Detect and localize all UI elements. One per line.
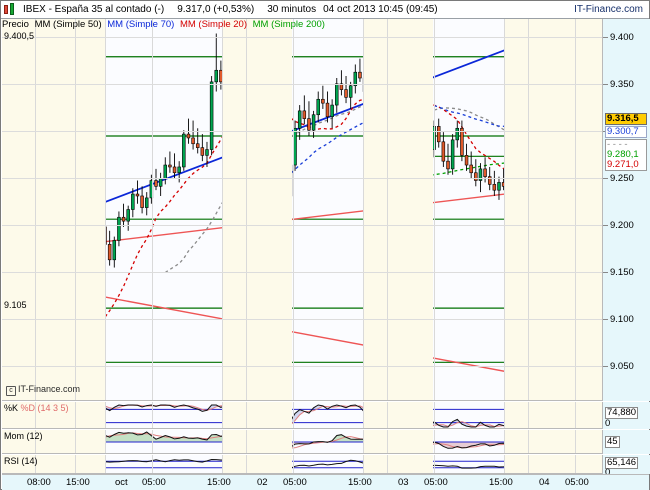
ma20-value: 9.271,0 bbox=[607, 159, 639, 170]
rsi-scale: 65,146 0 bbox=[602, 455, 650, 478]
stochastic-label: %K %D (14 3 5) bbox=[4, 403, 69, 413]
ma200-value: 9.280,1 bbox=[607, 149, 639, 160]
time-tick-label: oct bbox=[115, 477, 128, 488]
timeframe-label: 30 minutos bbox=[267, 4, 317, 15]
price-tick: 9.350 bbox=[603, 79, 650, 90]
copyright-icon: c bbox=[6, 386, 16, 396]
time-tick-label: 15:00 bbox=[207, 477, 231, 488]
datetime-label: 04 oct 2013 10:45 (09:45) bbox=[323, 4, 438, 15]
stochastic-zero: 0 bbox=[605, 418, 611, 429]
time-tick-label: 05:00 bbox=[424, 477, 448, 488]
time-tick-label: 05:00 bbox=[283, 477, 307, 488]
rsi-value: 65,146 bbox=[605, 457, 639, 469]
rsi-label: RSI (14) bbox=[4, 456, 38, 466]
price-plot-area[interactable] bbox=[2, 19, 602, 400]
time-tick-label: 05:00 bbox=[142, 477, 166, 488]
brand-label: IT-Finance.com bbox=[574, 4, 643, 15]
indicator-panel-rsi[interactable]: RSI (14) bbox=[2, 455, 602, 474]
time-axis: 08:00 15:00 oct 05:00 15:00 02 05:00 15:00 03 05:… bbox=[2, 474, 649, 490]
momentum-label: Mom (12) bbox=[4, 431, 43, 441]
last-price-badge: 9.316,5 bbox=[605, 113, 647, 125]
watermark: c IT-Finance.com bbox=[6, 384, 80, 396]
price-tick: 9.150 bbox=[603, 267, 650, 278]
instrument-name: IBEX - España 35 al contado (-) bbox=[23, 4, 165, 15]
price-tick: 9.200 bbox=[603, 220, 650, 231]
watermark-text: IT-Finance.com bbox=[18, 384, 81, 394]
session-band bbox=[504, 19, 602, 400]
price-panel[interactable]: 9.400,5 9.105 c IT-Finance.com bbox=[2, 19, 602, 401]
indicator-panel-momentum[interactable]: Mom (12) bbox=[2, 430, 602, 454]
time-tick-label: 15:00 bbox=[348, 477, 372, 488]
session-band bbox=[2, 19, 105, 400]
momentum-value: 45 bbox=[605, 436, 620, 448]
left-top-price-label: 9.400,5 bbox=[4, 31, 35, 41]
rsi-zero: 0 bbox=[605, 467, 611, 478]
ma-values-group: - - - - 9.280,1 9.271,0 bbox=[605, 139, 647, 171]
time-tick-label: 08:00 bbox=[27, 477, 51, 488]
time-tick-label: 02 bbox=[257, 477, 268, 488]
candlestick-icon bbox=[4, 3, 17, 16]
price-scale[interactable]: 9.400 9.350 9.300 9.250 9.200 9.150 9.10… bbox=[602, 19, 650, 401]
time-tick-label: 04 bbox=[539, 477, 550, 488]
price-tick: 9.250 bbox=[603, 173, 650, 184]
price-tick: 9.400 bbox=[603, 32, 650, 43]
left-mid-price-label: 9.105 bbox=[4, 300, 27, 310]
price-tick: 9.100 bbox=[603, 314, 650, 325]
session-band bbox=[222, 19, 292, 400]
price-tick: 9.050 bbox=[603, 361, 650, 372]
session-band bbox=[363, 19, 433, 400]
indicator-panel-stochastic[interactable]: %K %D (14 3 5) bbox=[2, 402, 602, 429]
ma70-value-badge: 9.300,7 bbox=[605, 126, 647, 138]
title-bar: IBEX - España 35 al contado (-) 9.317,0 … bbox=[1, 1, 649, 19]
stochastic-value: 74,880 bbox=[605, 407, 639, 419]
time-tick-label: 03 bbox=[398, 477, 409, 488]
time-tick-label: 05:00 bbox=[565, 477, 589, 488]
last-price-header: 9.317,0 (+0,53%) bbox=[177, 4, 255, 15]
time-tick-label: 15:00 bbox=[66, 477, 90, 488]
time-tick-label: 15:00 bbox=[489, 477, 513, 488]
ma50-value: - - - - bbox=[607, 139, 628, 150]
stochastic-scale: 74,880 0 bbox=[602, 402, 650, 429]
momentum-scale: 45 bbox=[602, 430, 650, 454]
